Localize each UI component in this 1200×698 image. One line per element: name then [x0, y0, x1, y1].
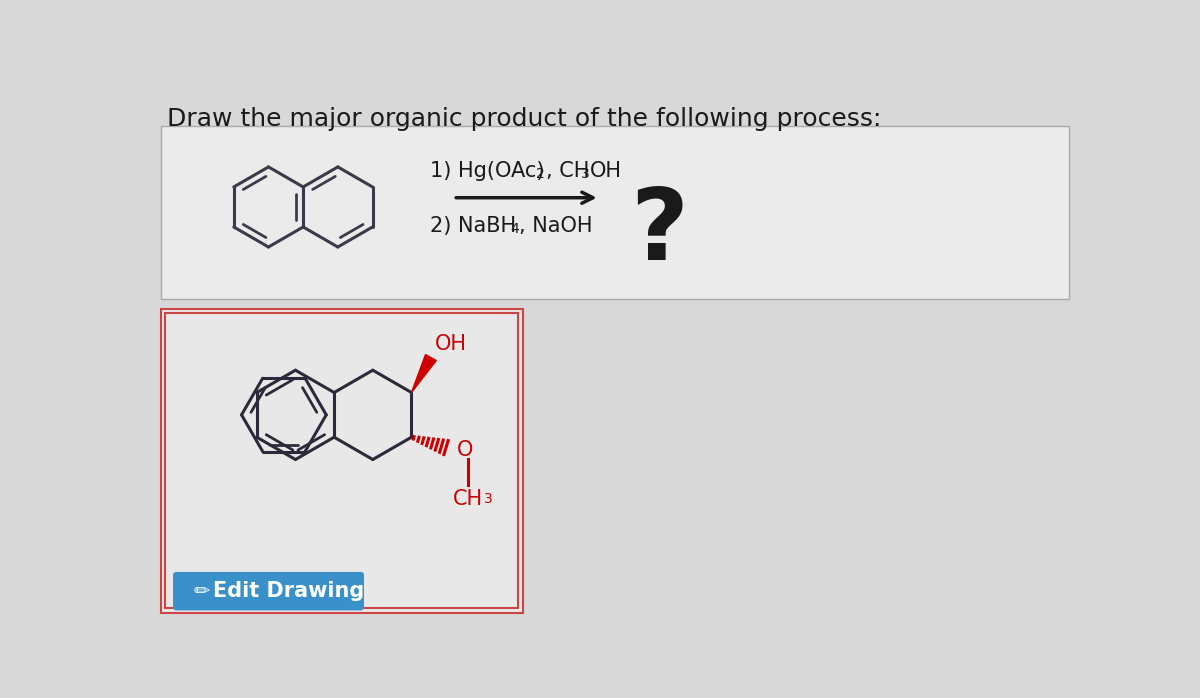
Text: OH: OH	[434, 334, 467, 354]
FancyBboxPatch shape	[173, 572, 364, 611]
Text: , NaOH: , NaOH	[518, 216, 593, 236]
Bar	[161, 126, 1069, 299]
Text: 2) NaBH: 2) NaBH	[431, 216, 516, 236]
Text: CH: CH	[454, 489, 484, 509]
Bar	[161, 309, 523, 613]
Bar	[166, 313, 518, 608]
Text: ✏: ✏	[193, 581, 210, 601]
Text: Edit Drawing: Edit Drawing	[214, 581, 365, 601]
Text: 2: 2	[536, 167, 545, 181]
Text: Draw the major organic product of the following process:: Draw the major organic product of the fo…	[167, 107, 881, 131]
Text: ?: ?	[630, 184, 689, 281]
Text: 3: 3	[581, 167, 590, 181]
Text: 3: 3	[484, 492, 492, 506]
Polygon shape	[412, 355, 437, 392]
Text: , CH: , CH	[546, 161, 589, 181]
Text: OH: OH	[589, 161, 622, 181]
Text: O: O	[456, 440, 473, 460]
Text: 4: 4	[510, 223, 520, 237]
Text: 1) Hg(OAc): 1) Hg(OAc)	[431, 161, 545, 181]
